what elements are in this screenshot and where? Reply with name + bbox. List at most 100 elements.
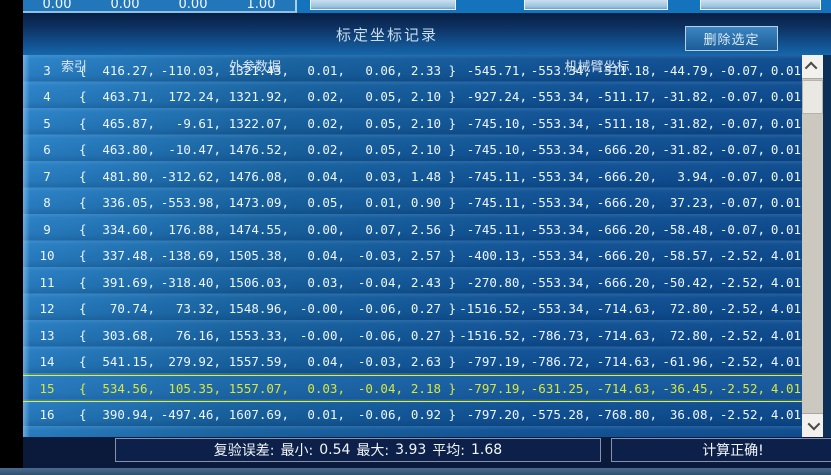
cell: -714.63, — [596, 380, 657, 396]
window-right-edge — [823, 55, 831, 437]
panel-titlebar: 标定坐标记录 删除选定 — [23, 13, 831, 55]
cell: -553.34, — [530, 195, 591, 211]
cell: -497.46, — [160, 407, 221, 423]
table-row[interactable]: 8{336.05, -553.98, 1473.09, 0.05, 0.01, 0.90 … — [23, 190, 802, 217]
error-min-label: 最小: — [280, 443, 314, 459]
cell: -768.80, — [596, 407, 657, 423]
cell: -0.07, — [719, 195, 765, 211]
matrix-value: 0.00 — [110, 0, 140, 12]
cell: 72.80, — [669, 301, 715, 317]
partial-button-1[interactable] — [310, 0, 456, 10]
table-row[interactable]: 12{70.74, 73.32, 1548.96, -0.00, -0.06, 0.27 … — [23, 296, 802, 323]
cell: -745.10, — [466, 142, 527, 158]
cell: -58.57, — [662, 248, 715, 264]
table-row[interactable]: 15 {534.56, 105.35, 1557.07, 0.03, -0.04, 2.18… — [23, 375, 802, 402]
error-max-label: 最大: — [356, 443, 390, 459]
table-row[interactable]: 10 {337.48, -138.69, 1505.38, 0.04, -0.03, 2.5… — [23, 243, 802, 270]
cell: -31.82, — [662, 115, 715, 131]
cell: -400.13, — [466, 248, 527, 264]
cell: { — [79, 407, 87, 423]
cell: 2.10 — [410, 115, 441, 131]
error-avg-value: 1.68 — [471, 442, 503, 458]
table-row[interactable]: 11 {391.69, -318.40, 1506.03, 0.03, -0.04, 2.4… — [23, 269, 802, 296]
cell: 0.01 — [770, 115, 801, 131]
cell: -553.34, — [530, 274, 591, 290]
cell: 465.87, — [102, 115, 155, 131]
cell: } — [441, 142, 457, 158]
table-row[interactable]: 5{465.87, -9.61, 1322.07, 0.02, 0.05, 2.10 } -… — [23, 110, 802, 137]
cell: } — [441, 407, 457, 423]
table-row[interactable]: 9 {334.60, 176.88, 1474.55, 0.00, 0.07, 2.56 }… — [23, 216, 802, 243]
cell: 0.01 — [770, 195, 801, 211]
cell: 1557.07, — [228, 380, 289, 396]
table-row[interactable]: 4 {463.71, 172.24, 1321.92, 0.02, 0.05, 2.10 }… — [23, 84, 802, 111]
cell: -2.52, — [719, 301, 765, 317]
cell: -50.42, — [662, 274, 715, 290]
cell: 1473.09, — [228, 195, 289, 211]
cell: -545.71, — [466, 62, 527, 78]
partial-button-2[interactable] — [524, 0, 668, 10]
cell: } — [441, 221, 457, 237]
cell: 37.23, — [669, 195, 715, 211]
cell: -553.34, — [530, 301, 591, 317]
cell: -312.62, — [160, 168, 221, 184]
matrix-value: 1.00 — [246, 0, 276, 12]
cell: 1321.92, — [228, 89, 289, 105]
table-row[interactable]: 14 {541.15, 279.92, 1557.59, 0.04, -0.03, 2.63… — [23, 349, 802, 376]
cell: -553.34, — [530, 142, 591, 158]
cell: 0.02, — [307, 89, 345, 105]
cell: -0.03, — [357, 354, 403, 370]
cell: 16 — [39, 407, 55, 423]
delete-selected-button[interactable]: 删除选定 — [685, 26, 778, 51]
cell: { — [79, 354, 87, 370]
cell: -110.03, — [160, 62, 221, 78]
table-row[interactable]: 13 {303.68, 76.16, 1553.33, -0.00, -0.06, 0.27… — [23, 322, 802, 349]
cell: -631.25, — [530, 380, 591, 396]
cell: 9 — [43, 221, 51, 237]
cell: -31.82, — [662, 89, 715, 105]
cell: 2.57 — [410, 248, 441, 264]
header-extrinsic-data: 外参数据 — [228, 60, 282, 75]
partial-button-3[interactable] — [700, 0, 821, 10]
cell: { — [79, 62, 87, 78]
cell: -0.06, — [357, 301, 403, 317]
matrix-value: 0.00 — [42, 0, 72, 12]
cell: 0.05, — [365, 142, 403, 158]
cell: -0.07, — [719, 89, 765, 105]
cell: -797.19, — [466, 354, 527, 370]
cell: 14 — [39, 354, 55, 370]
cell: -553.98, — [160, 195, 221, 211]
cell: 10 — [39, 248, 55, 264]
scrollbar-thumb[interactable] — [802, 80, 823, 114]
scrollbar-up-button[interactable] — [802, 55, 823, 79]
error-min-value: 0.54 — [319, 442, 351, 458]
table-rows: 3{416.27, -110.03, 1321.43, 0.01, 0.06, 2.33 … — [23, 57, 802, 428]
cell: 15 — [39, 380, 55, 396]
cell: 0.02, — [307, 142, 345, 158]
error-avg-label: 平均: — [432, 443, 466, 459]
cell: 2.18 — [410, 380, 441, 396]
cell: 70.74, — [109, 301, 155, 317]
cell: 0.00, — [307, 221, 345, 237]
cell: 0.01 — [770, 168, 801, 184]
table-row[interactable]: 3{416.27, -110.03, 1321.43, 0.01, 0.06, 2.33 … — [23, 57, 802, 84]
cell: -511.18, — [596, 115, 657, 131]
cell: { — [79, 221, 87, 237]
cell: -2.52, — [719, 327, 765, 343]
scrollbar-down-button[interactable] — [802, 413, 823, 437]
cell: 1.48 — [410, 168, 441, 184]
cell: -745.11, — [466, 168, 527, 184]
cell: 391.69, — [102, 274, 155, 290]
cell: 4.01 — [770, 380, 801, 396]
table-row[interactable]: 6 {463.80, -10.47, 1476.52, 0.02, 0.05, 2.10 }… — [23, 137, 802, 164]
table-row[interactable]: 7{481.80, -312.62, 1476.08, 0.04, 0.03, 1.48 … — [23, 163, 802, 190]
table-row[interactable]: 16 {390.94, -497.46, 1607.69, 0.01, -0.06, 0.9… — [23, 402, 802, 429]
cell: 13 — [39, 327, 55, 343]
cell: -714.63, — [596, 354, 657, 370]
cell: 279.92, — [168, 354, 221, 370]
cell: 73.32, — [175, 301, 221, 317]
cell: } — [441, 301, 457, 317]
scrollbar[interactable] — [802, 55, 823, 437]
cell: 0.27 — [410, 327, 441, 343]
